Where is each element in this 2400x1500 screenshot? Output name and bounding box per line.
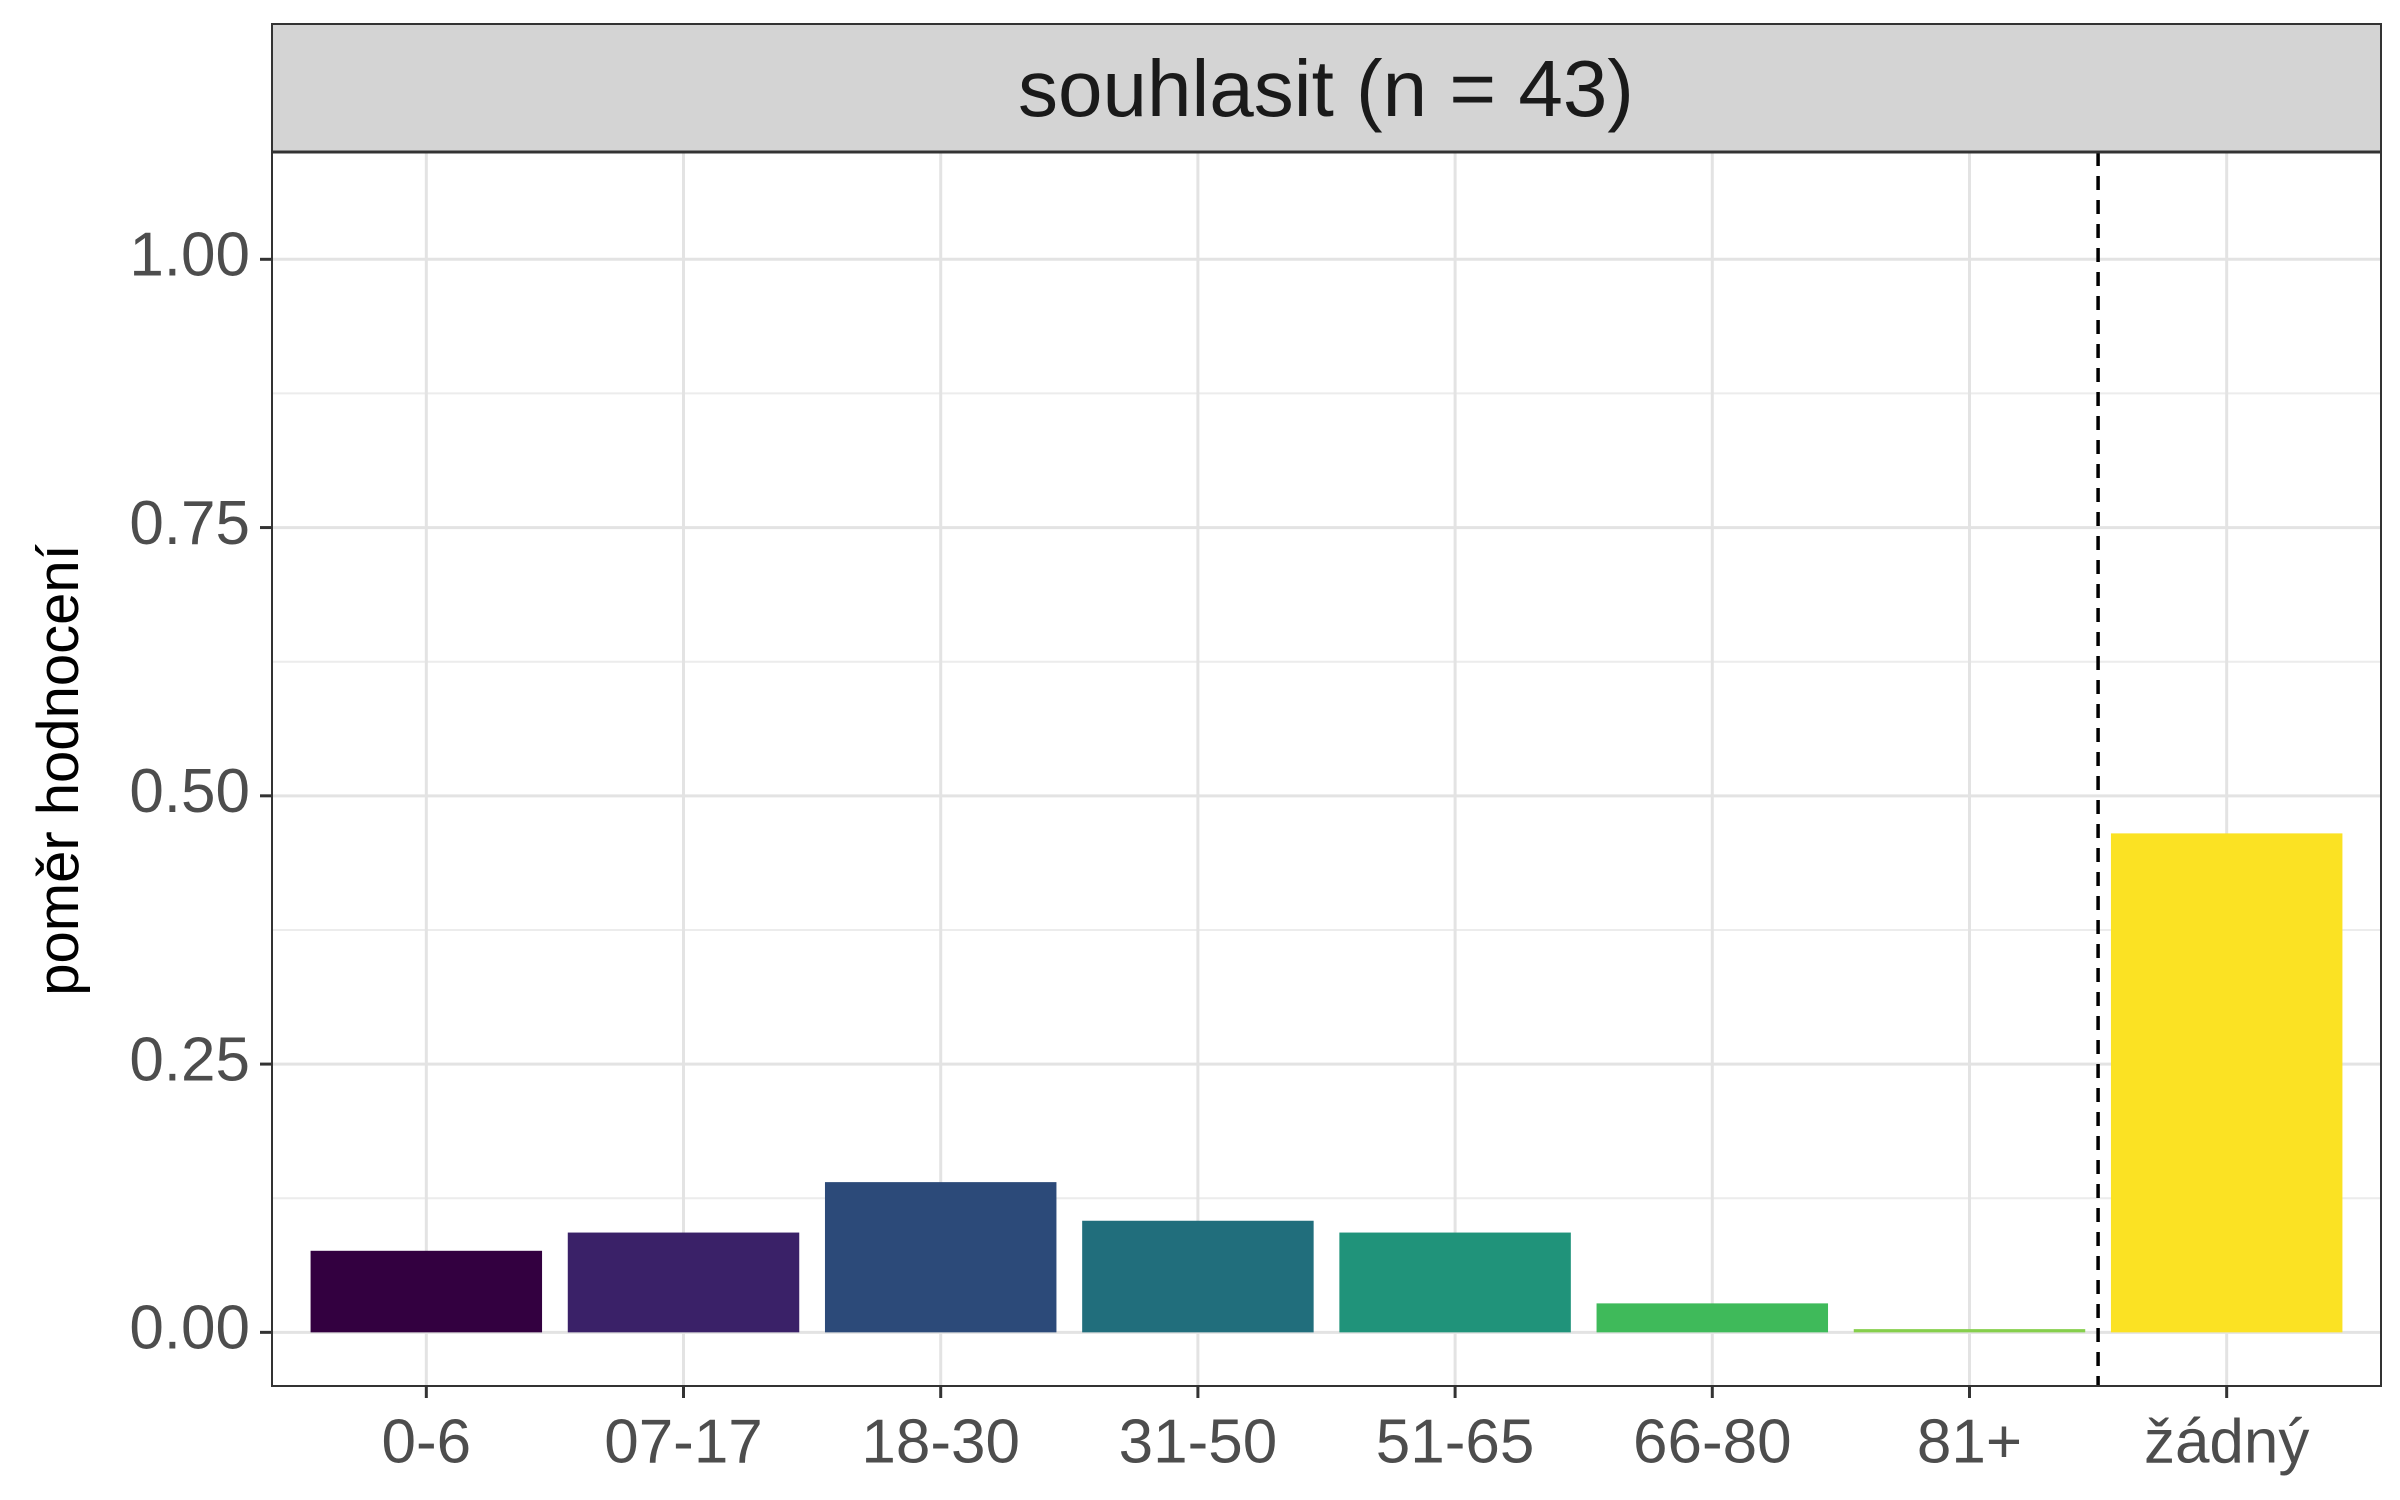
bar-07-17 xyxy=(567,1232,800,1333)
bar-0-6 xyxy=(310,1250,543,1333)
grid xyxy=(272,152,2381,1386)
bars xyxy=(310,833,2343,1333)
bar-žádný xyxy=(2110,833,2343,1333)
x-tick-label: 51-65 xyxy=(1376,1407,1535,1476)
plot-panel xyxy=(272,152,2381,1386)
bar-81+ xyxy=(1853,1329,2086,1333)
bar-51-65 xyxy=(1339,1232,1571,1333)
x-tick-label: 81+ xyxy=(1917,1407,2022,1476)
x-tick-label: 31-50 xyxy=(1119,1407,1278,1476)
y-tick-label: 0.75 xyxy=(129,489,250,558)
x-tick-label: 66-80 xyxy=(1633,1407,1792,1476)
x-tick-label: 0-6 xyxy=(382,1407,472,1476)
bar-31-50 xyxy=(1082,1220,1314,1333)
x-tick-label: 07-17 xyxy=(604,1407,763,1476)
y-axis-title: poměr hodnocení xyxy=(26,544,91,995)
bar-66-80 xyxy=(1596,1303,1829,1333)
y-tick-label: 0.00 xyxy=(129,1294,250,1363)
y-axis: 0.00 0.25 0.50 0.75 1.00 xyxy=(129,221,272,1363)
bar-18-30 xyxy=(824,1182,1057,1333)
y-tick-label: 0.25 xyxy=(129,1025,250,1094)
y-tick-label: 1.00 xyxy=(129,221,250,290)
y-tick-label: 0.50 xyxy=(129,757,250,826)
x-tick-label: žádný xyxy=(2144,1407,2309,1476)
facet-title: souhlasit (n = 43) xyxy=(1018,44,1634,133)
x-axis: 0-6 07-17 18-30 31-50 51-65 66-80 81+ žádný xyxy=(382,1386,2309,1476)
x-tick-label: 18-30 xyxy=(861,1407,1020,1476)
facet-strip xyxy=(271,23,2382,153)
